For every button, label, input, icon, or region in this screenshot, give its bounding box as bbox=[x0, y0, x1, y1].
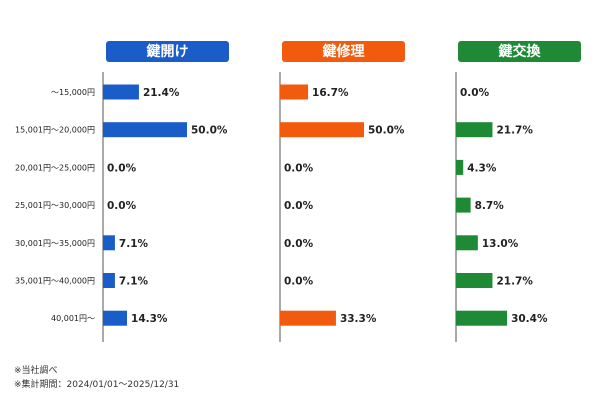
bar bbox=[456, 197, 471, 213]
source-note: ※当社調べ bbox=[14, 366, 58, 376]
data-label: 0.0% bbox=[284, 238, 314, 250]
data-label: 50.0% bbox=[368, 125, 405, 137]
data-label: 0.0% bbox=[284, 162, 314, 174]
data-label: 50.0% bbox=[191, 125, 228, 137]
bar bbox=[103, 310, 128, 326]
data-label: 0.0% bbox=[284, 276, 314, 288]
series-header-label: 鍵修理 bbox=[323, 43, 365, 60]
period-note: ※集計期間：2024/01/01～2025/12/31 bbox=[14, 380, 180, 390]
data-label: 0.0% bbox=[107, 162, 137, 174]
data-label: 0.0% bbox=[284, 200, 314, 212]
data-label: 30.4% bbox=[511, 313, 548, 325]
bar bbox=[456, 122, 493, 138]
series-header-0 bbox=[106, 41, 229, 62]
bar bbox=[280, 84, 309, 100]
bar bbox=[103, 122, 187, 138]
bar bbox=[456, 273, 493, 288]
category-label: 15,001円～20,000円 bbox=[15, 126, 95, 135]
bar bbox=[103, 84, 139, 100]
category-label: 25,001円～30,000円 bbox=[15, 201, 95, 210]
bar bbox=[456, 235, 478, 251]
data-label: 21.7% bbox=[496, 125, 533, 137]
data-label: 13.0% bbox=[482, 238, 519, 250]
bar bbox=[280, 310, 336, 326]
category-label: 30,001円～35,000円 bbox=[15, 239, 95, 248]
data-label: 21.7% bbox=[496, 276, 533, 288]
series-header-label: 鍵交換 bbox=[499, 43, 542, 60]
data-label: 33.3% bbox=[340, 313, 377, 325]
bar bbox=[103, 273, 115, 288]
data-label: 14.3% bbox=[131, 313, 168, 325]
series-header-2 bbox=[458, 41, 581, 62]
data-label: 21.4% bbox=[143, 87, 180, 99]
data-label: 0.0% bbox=[460, 87, 490, 99]
category-label: ～15,000円 bbox=[51, 88, 95, 97]
series-header-label: 鍵開け bbox=[147, 43, 189, 60]
data-label: 4.3% bbox=[467, 162, 497, 174]
data-label: 0.0% bbox=[107, 200, 137, 212]
bar bbox=[103, 235, 115, 251]
category-label: 35,001円～40,000円 bbox=[15, 277, 95, 286]
footnotes: ※当社調べ ※集計期間：2024/01/01～2025/12/31 bbox=[14, 364, 179, 392]
category-label: 40,001円～ bbox=[51, 314, 95, 323]
data-label: 8.7% bbox=[475, 200, 505, 212]
category-label: 20,001円～25,000円 bbox=[15, 163, 95, 172]
series-header-1 bbox=[282, 41, 405, 62]
bar-chart: ～15,000円 15,001円～20,000円 20,001円～25,000円 25… bbox=[15, 41, 581, 342]
bar bbox=[280, 122, 364, 138]
bar bbox=[456, 310, 508, 326]
data-label: 7.1% bbox=[119, 238, 149, 250]
data-label: 7.1% bbox=[119, 276, 149, 288]
data-label: 16.7% bbox=[312, 87, 349, 99]
bar bbox=[456, 159, 464, 175]
